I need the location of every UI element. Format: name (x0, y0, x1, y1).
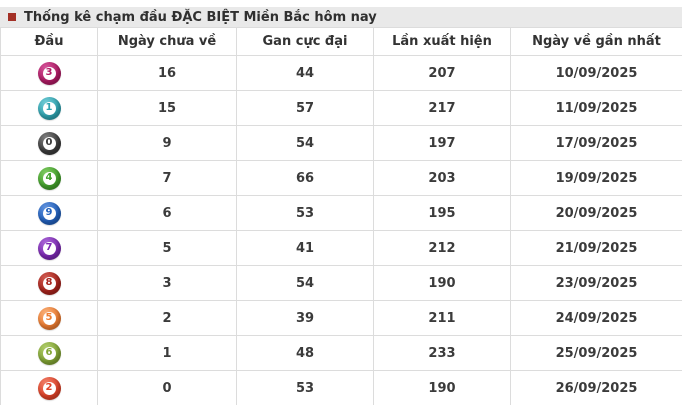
cell-last-return-date: 17/09/2025 (510, 125, 682, 161)
cell-days-not-returned: 0 (97, 370, 237, 405)
ball-number: 2 (42, 381, 56, 395)
table-row: 9 6 53 195 20/09/2025 (0, 195, 682, 231)
cell-head: 6 (0, 335, 98, 371)
number-ball-icon: 4 (37, 166, 61, 190)
header-row: Đầu Ngày chưa về Gan cực đại Lần xuất hi… (0, 27, 682, 56)
column-header-ngay-chua-ve: Ngày chưa về (97, 27, 237, 56)
cell-head: 4 (0, 160, 98, 196)
number-ball-icon: 0 (37, 131, 61, 155)
cell-occurrences: 195 (373, 195, 511, 231)
cell-last-return-date: 23/09/2025 (510, 265, 682, 301)
table-row: 7 5 41 212 21/09/2025 (0, 230, 682, 266)
cell-days-not-returned: 5 (97, 230, 237, 266)
cell-days-not-returned: 9 (97, 125, 237, 161)
cell-last-return-date: 21/09/2025 (510, 230, 682, 266)
table-row: 6 1 48 233 25/09/2025 (0, 335, 682, 371)
column-header-lan-xuat-hien: Lần xuất hiện (373, 27, 511, 56)
cell-days-not-returned: 3 (97, 265, 237, 301)
table-body: 3 16 44 207 10/09/2025 1 15 57 217 11/09/2025 0 9 54… (0, 55, 682, 405)
cell-occurrences: 190 (373, 265, 511, 301)
number-ball-icon: 7 (37, 236, 61, 260)
ball-number: 8 (42, 276, 56, 290)
number-ball-icon: 9 (37, 201, 61, 225)
cell-days-not-returned: 6 (97, 195, 237, 231)
table-header: Đầu Ngày chưa về Gan cực đại Lần xuất hi… (0, 27, 682, 56)
ball-number: 9 (42, 206, 56, 220)
cell-head: 3 (0, 55, 98, 91)
column-header-dau: Đầu (0, 27, 98, 56)
cell-last-return-date: 25/09/2025 (510, 335, 682, 371)
cell-days-not-returned: 2 (97, 300, 237, 336)
stats-table: Đầu Ngày chưa về Gan cực đại Lần xuất hi… (0, 27, 682, 405)
cell-max-gap: 66 (236, 160, 374, 196)
ball-number: 5 (42, 311, 56, 325)
bullet-square-icon (8, 13, 16, 21)
ball-number: 3 (42, 66, 56, 80)
cell-head: 7 (0, 230, 98, 266)
cell-days-not-returned: 15 (97, 90, 237, 126)
ball-number: 0 (42, 136, 56, 150)
cell-occurrences: 203 (373, 160, 511, 196)
ball-number: 7 (42, 241, 56, 255)
number-ball-icon: 1 (37, 96, 61, 120)
cell-occurrences: 217 (373, 90, 511, 126)
table-row: 2 0 53 190 26/09/2025 (0, 370, 682, 405)
number-ball-icon: 8 (37, 271, 61, 295)
cell-head: 2 (0, 370, 98, 405)
cell-max-gap: 57 (236, 90, 374, 126)
table-row: 4 7 66 203 19/09/2025 (0, 160, 682, 196)
cell-max-gap: 53 (236, 195, 374, 231)
table-row: 1 15 57 217 11/09/2025 (0, 90, 682, 126)
cell-occurrences: 190 (373, 370, 511, 405)
cell-occurrences: 212 (373, 230, 511, 266)
table-row: 0 9 54 197 17/09/2025 (0, 125, 682, 161)
page-title: Thống kê chạm đầu ĐẶC BIỆT Miền Bắc hôm … (24, 9, 377, 25)
cell-occurrences: 233 (373, 335, 511, 371)
cell-max-gap: 39 (236, 300, 374, 336)
cell-days-not-returned: 1 (97, 335, 237, 371)
cell-head: 9 (0, 195, 98, 231)
column-header-ngay-ve-gan-nhat: Ngày về gần nhất (510, 27, 682, 56)
ball-number: 4 (42, 171, 56, 185)
table-row: 8 3 54 190 23/09/2025 (0, 265, 682, 301)
cell-head: 5 (0, 300, 98, 336)
cell-last-return-date: 26/09/2025 (510, 370, 682, 405)
number-ball-icon: 6 (37, 341, 61, 365)
cell-occurrences: 211 (373, 300, 511, 336)
ball-number: 1 (42, 101, 56, 115)
table-row: 5 2 39 211 24/09/2025 (0, 300, 682, 336)
ball-number: 6 (42, 346, 56, 360)
table-row: 3 16 44 207 10/09/2025 (0, 55, 682, 91)
number-ball-icon: 2 (37, 376, 61, 400)
column-header-gan-cuc-dai: Gan cực đại (236, 27, 374, 56)
cell-max-gap: 54 (236, 265, 374, 301)
cell-last-return-date: 20/09/2025 (510, 195, 682, 231)
cell-last-return-date: 11/09/2025 (510, 90, 682, 126)
cell-days-not-returned: 16 (97, 55, 237, 91)
cell-last-return-date: 24/09/2025 (510, 300, 682, 336)
cell-occurrences: 197 (373, 125, 511, 161)
section-title-bar: Thống kê chạm đầu ĐẶC BIỆT Miền Bắc hôm … (0, 7, 682, 27)
cell-head: 0 (0, 125, 98, 161)
number-ball-icon: 3 (37, 61, 61, 85)
cell-max-gap: 54 (236, 125, 374, 161)
cell-head: 1 (0, 90, 98, 126)
cell-max-gap: 48 (236, 335, 374, 371)
cell-max-gap: 53 (236, 370, 374, 405)
cell-last-return-date: 10/09/2025 (510, 55, 682, 91)
cell-days-not-returned: 7 (97, 160, 237, 196)
number-ball-icon: 5 (37, 306, 61, 330)
cell-last-return-date: 19/09/2025 (510, 160, 682, 196)
cell-max-gap: 44 (236, 55, 374, 91)
cell-head: 8 (0, 265, 98, 301)
cell-occurrences: 207 (373, 55, 511, 91)
cell-max-gap: 41 (236, 230, 374, 266)
